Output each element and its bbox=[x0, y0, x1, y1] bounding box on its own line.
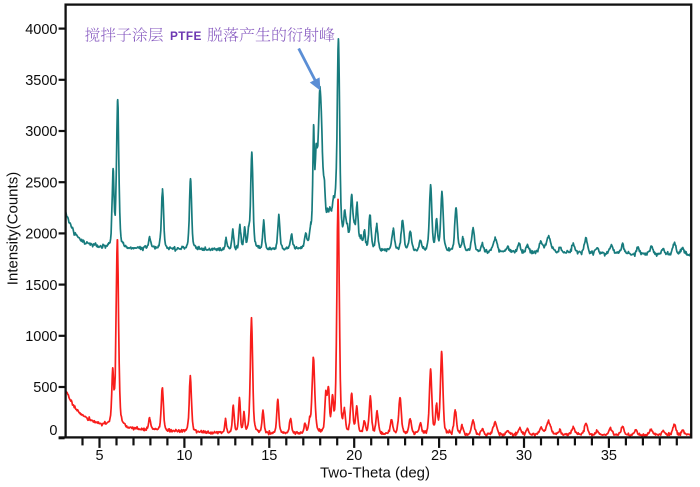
svg-text:PTFE: PTFE bbox=[170, 29, 202, 43]
svg-text:30: 30 bbox=[516, 448, 532, 464]
svg-text:1000: 1000 bbox=[25, 329, 57, 345]
svg-text:35: 35 bbox=[601, 448, 617, 464]
svg-text:3500: 3500 bbox=[25, 73, 57, 89]
svg-text:3000: 3000 bbox=[25, 124, 57, 140]
svg-text:25: 25 bbox=[431, 448, 447, 464]
svg-text:0: 0 bbox=[49, 423, 57, 439]
svg-text:2000: 2000 bbox=[25, 227, 57, 243]
svg-text:5: 5 bbox=[95, 448, 103, 464]
svg-text:Intensity(Counts): Intensity(Counts) bbox=[4, 172, 21, 285]
svg-text:20: 20 bbox=[346, 448, 362, 464]
svg-text:1500: 1500 bbox=[25, 278, 57, 294]
svg-text:2500: 2500 bbox=[25, 175, 57, 191]
svg-text:15: 15 bbox=[261, 448, 277, 464]
svg-text:4000: 4000 bbox=[25, 22, 57, 38]
svg-text:Two-Theta (deg): Two-Theta (deg) bbox=[320, 465, 430, 482]
svg-text:10: 10 bbox=[176, 448, 192, 464]
svg-text:500: 500 bbox=[33, 380, 57, 396]
